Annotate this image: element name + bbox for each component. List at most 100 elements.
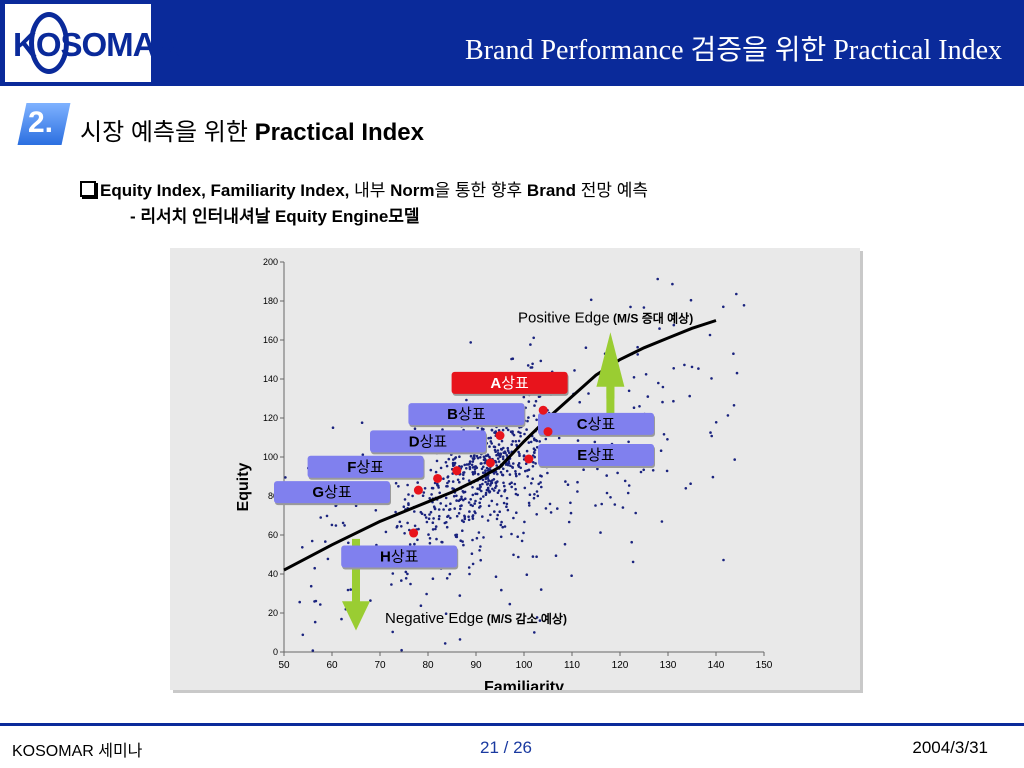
scatter-point bbox=[402, 505, 406, 509]
scatter-point bbox=[479, 505, 482, 508]
scatter-point bbox=[500, 494, 503, 498]
scatter-point bbox=[460, 497, 463, 501]
scatter-point bbox=[434, 527, 437, 531]
scatter-point bbox=[535, 616, 539, 619]
scatter-point bbox=[474, 492, 477, 496]
scatter-point bbox=[439, 466, 443, 470]
scatter-point bbox=[406, 483, 409, 487]
scatter-point bbox=[395, 526, 399, 529]
scatter-point bbox=[714, 421, 718, 424]
scatter-point bbox=[455, 533, 459, 537]
scatter-point bbox=[475, 536, 479, 540]
scatter-point bbox=[503, 450, 507, 453]
scatter-point bbox=[349, 588, 352, 591]
footer-date: 2004/3/31 bbox=[912, 738, 988, 757]
scatter-point bbox=[477, 472, 480, 476]
positive-arrow-shaft-top bbox=[606, 386, 615, 399]
scatter-point bbox=[510, 443, 513, 446]
scatter-point bbox=[526, 364, 530, 367]
scatter-point bbox=[496, 457, 500, 460]
scatter-point bbox=[478, 549, 481, 552]
x-tick-label: 80 bbox=[422, 660, 434, 671]
scatter-point bbox=[563, 542, 567, 546]
brand-label-box-c bbox=[538, 412, 654, 435]
scatter-chart: 0 20 40 60 80 100 120 140 160 180 200 50 60 70 80 90 100… bbox=[235, 257, 773, 690]
scatter-point bbox=[735, 371, 739, 375]
scatter-point bbox=[532, 496, 536, 500]
scatter-point bbox=[446, 515, 449, 518]
scatter-point bbox=[459, 507, 462, 511]
scatter-point bbox=[326, 557, 330, 561]
scatter-point bbox=[514, 440, 518, 443]
scatter-point bbox=[535, 418, 538, 422]
scatter-point bbox=[569, 501, 572, 505]
scatter-point bbox=[438, 514, 441, 518]
scatter-point bbox=[516, 493, 519, 497]
scatter-point bbox=[479, 462, 483, 465]
scatter-point bbox=[483, 457, 487, 460]
scatter-point bbox=[301, 633, 305, 637]
scatter-point bbox=[556, 507, 559, 510]
scatter-point bbox=[711, 475, 715, 479]
scatter-point bbox=[503, 525, 507, 528]
scatter-point bbox=[524, 462, 528, 465]
scatter-point bbox=[481, 478, 485, 482]
scatter-point bbox=[501, 457, 505, 461]
scatter-point bbox=[630, 540, 633, 544]
scatter-point bbox=[473, 454, 476, 457]
subline-suffix: 모델 bbox=[388, 207, 420, 226]
scatter-point bbox=[473, 465, 476, 469]
scatter-point bbox=[513, 482, 517, 486]
scatter-point bbox=[458, 638, 462, 641]
bullet-part1: Equity Index, Familiarity Index, bbox=[100, 181, 350, 200]
scatter-point bbox=[425, 520, 429, 524]
scatter-point bbox=[467, 515, 470, 518]
scatter-point bbox=[340, 617, 343, 621]
scatter-point bbox=[449, 502, 452, 505]
positive-arrow-head bbox=[596, 332, 625, 387]
scatter-point bbox=[495, 517, 499, 521]
scatter-point bbox=[566, 483, 570, 486]
x-tick-label: 120 bbox=[612, 660, 629, 671]
x-axis-title: Familiarity bbox=[484, 679, 564, 690]
x-tick-label: 60 bbox=[326, 660, 338, 671]
scatter-point bbox=[479, 545, 482, 548]
scatter-point bbox=[478, 486, 482, 489]
scatter-point bbox=[494, 481, 498, 484]
trend-curve bbox=[283, 319, 717, 572]
section-title: 시장 예측을 위한 Practical Index bbox=[80, 112, 424, 147]
scatter-point bbox=[510, 485, 513, 489]
scatter-point bbox=[462, 520, 466, 524]
scatter-point bbox=[488, 490, 492, 493]
scatter-point bbox=[443, 521, 447, 525]
scatter-point bbox=[532, 414, 536, 417]
scatter-point bbox=[467, 501, 471, 504]
scatter-point bbox=[722, 305, 725, 309]
scatter-point bbox=[644, 373, 648, 376]
negative-arrow-shaft bbox=[352, 538, 360, 606]
logo-ring-icon bbox=[29, 12, 69, 74]
scatter-point bbox=[468, 467, 472, 471]
scatter-point bbox=[505, 469, 509, 473]
scatter-point bbox=[554, 554, 558, 557]
y-tick-label: 180 bbox=[263, 296, 278, 306]
scatter-point bbox=[508, 602, 512, 606]
brand-label-g: G상표 bbox=[312, 484, 351, 501]
brand-label-a: A상표 bbox=[490, 375, 529, 392]
bullet-part4: 을 통한 향후 bbox=[434, 181, 527, 200]
scatter-point bbox=[506, 508, 510, 512]
scatter-point bbox=[532, 447, 536, 450]
scatter-point bbox=[433, 507, 437, 511]
scatter-point bbox=[576, 480, 579, 484]
scatter-point bbox=[515, 474, 518, 478]
scatter-point bbox=[431, 486, 435, 490]
scatter-point bbox=[467, 518, 471, 522]
scatter-point bbox=[495, 464, 499, 467]
scatter-point bbox=[477, 531, 481, 534]
scatter-point bbox=[463, 514, 466, 518]
scatter-point bbox=[527, 501, 531, 505]
scatter-point bbox=[539, 359, 543, 363]
scatter-point bbox=[423, 513, 427, 517]
scatter-point bbox=[471, 493, 475, 497]
scatter-point bbox=[334, 524, 338, 527]
